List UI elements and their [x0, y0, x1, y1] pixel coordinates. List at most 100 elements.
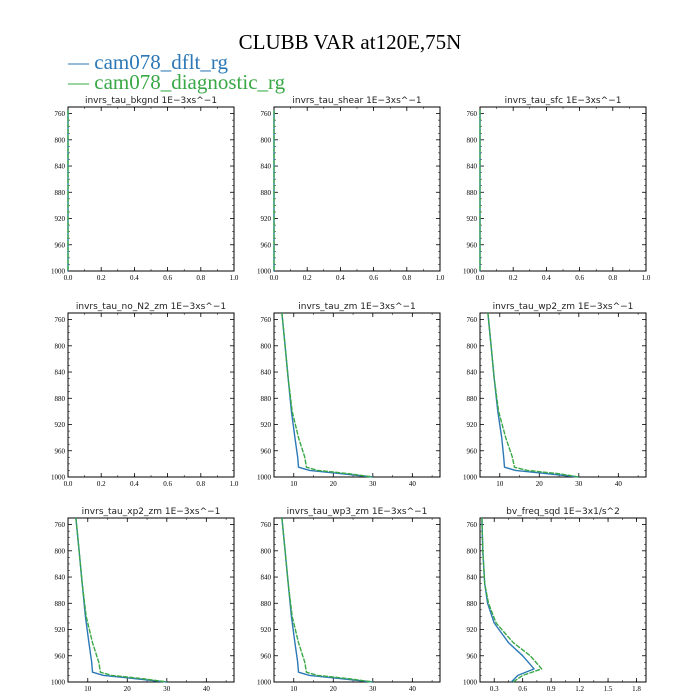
x-tick-label: 1.0 — [436, 274, 445, 282]
figure-title: CLUBB VAR at120E,75N — [238, 30, 462, 54]
x-tick-label: 0.6 — [163, 480, 172, 488]
panel-title: invrs_tau_no_N2_zm 1E−3xs^−1 — [76, 302, 226, 312]
y-tick-label: 880 — [261, 189, 272, 197]
panel-4: invrs_tau_no_N2_zm 1E−3xs^−1 760 800 840 880… — [51, 302, 239, 488]
series-line-diagnostic — [481, 517, 543, 683]
x-tick-label: 30 — [369, 685, 377, 693]
y-tick-label: 880 — [467, 600, 478, 608]
legend-label-dflt: cam078_dflt_rg — [94, 50, 229, 74]
x-tick-label: 0.2 — [97, 274, 106, 282]
series-line-diagnostic — [281, 517, 373, 683]
x-tick-label: 0.0 — [64, 480, 73, 488]
y-tick-label: 1000 — [463, 679, 478, 687]
y-tick-label: 800 — [261, 342, 272, 350]
y-tick-label: 920 — [261, 626, 272, 634]
panel-title: invrs_tau_wp2_zm 1E−3xs^−1 — [493, 302, 634, 312]
panel-title: invrs_tau_wp3_zm 1E−3xs^−1 — [287, 507, 428, 517]
panel-3: invrs_tau_sfc 1E−3xs^−1 760 800 840 880 920 96… — [463, 96, 651, 282]
x-tick-label: 1.0 — [230, 480, 239, 488]
x-tick-label: 0.9 — [547, 685, 556, 693]
x-tick-label: 30 — [369, 480, 377, 488]
y-tick-label: 920 — [467, 421, 478, 429]
series-line-diagnostic — [487, 312, 579, 478]
x-tick-label: 0.2 — [303, 274, 312, 282]
legend-entry-diagnostic: — cam078_diagnostic_rg — [68, 70, 286, 94]
y-tick-label: 880 — [467, 189, 478, 197]
y-tick-label: 920 — [261, 421, 272, 429]
y-tick-label: 760 — [261, 521, 272, 529]
panel-2: invrs_tau_shear 1E−3xs^−1 760 800 840 880 920… — [257, 96, 445, 282]
panel-frame — [67, 106, 235, 272]
x-tick-label: 30 — [575, 480, 583, 488]
y-tick-label: 960 — [55, 447, 66, 455]
y-tick-label: 760 — [55, 521, 66, 529]
y-tick-label: 800 — [55, 547, 66, 555]
x-tick-label: 20 — [330, 480, 338, 488]
y-tick-label: 840 — [467, 574, 478, 582]
y-tick-label: 800 — [467, 136, 478, 144]
y-tick-label: 960 — [261, 447, 272, 455]
series-line-dflt — [487, 312, 579, 478]
x-tick-label: 40 — [203, 685, 211, 693]
x-tick-label: 0.0 — [64, 274, 73, 282]
x-tick-label: 0.0 — [270, 274, 279, 282]
panel-title: invrs_tau_xp2_zm 1E−3xs^−1 — [82, 507, 221, 517]
y-tick-label: 800 — [467, 547, 478, 555]
panel-6: invrs_tau_wp2_zm 1E−3xs^−1 760 800 840 880 92… — [463, 302, 647, 488]
panel-frame — [479, 106, 647, 272]
series-line-dflt — [481, 517, 535, 683]
panel-frame — [273, 312, 441, 478]
x-tick-label: 0.4 — [130, 480, 139, 488]
x-tick-label: 0.4 — [336, 274, 345, 282]
x-tick-label: 10 — [496, 480, 504, 488]
x-tick-label: 0.6 — [163, 274, 172, 282]
panel-title: invrs_tau_shear 1E−3xs^−1 — [292, 96, 421, 106]
y-tick-label: 1000 — [463, 474, 478, 482]
y-tick-label: 840 — [467, 369, 478, 377]
y-tick-label: 800 — [467, 342, 478, 350]
y-tick-label: 840 — [55, 369, 66, 377]
y-tick-label: 920 — [261, 215, 272, 223]
y-tick-label: 920 — [55, 626, 66, 634]
y-tick-label: 880 — [55, 600, 66, 608]
y-tick-label: 800 — [261, 136, 272, 144]
x-tick-label: 0.2 — [509, 274, 518, 282]
y-tick-label: 760 — [55, 110, 66, 118]
y-tick-label: 760 — [467, 316, 478, 324]
y-tick-label: 960 — [261, 241, 272, 249]
x-tick-label: 0.6 — [369, 274, 378, 282]
panel-title: invrs_tau_bkgnd 1E−3xs^−1 — [85, 96, 217, 106]
y-tick-label: 840 — [55, 163, 66, 171]
x-tick-label: 10 — [84, 685, 92, 693]
x-tick-label: 1.8 — [632, 685, 641, 693]
x-tick-label: 0.8 — [196, 480, 205, 488]
series-line-dflt — [281, 312, 373, 478]
panel-frame — [479, 312, 647, 478]
y-tick-label: 760 — [261, 316, 272, 324]
panel-frame — [479, 517, 647, 683]
panel-frame — [67, 517, 235, 683]
x-tick-label: 20 — [330, 685, 338, 693]
panel-9: bv_freq_sqd 1E−3x1/s^2 760 800 840 880 920 960… — [463, 507, 647, 693]
y-tick-label: 760 — [55, 316, 66, 324]
x-tick-label: 20 — [124, 685, 132, 693]
y-tick-label: 880 — [55, 189, 66, 197]
y-tick-label: 840 — [261, 163, 272, 171]
x-tick-label: 0.8 — [196, 274, 205, 282]
x-tick-label: 40 — [409, 685, 417, 693]
y-tick-label: 880 — [261, 395, 272, 403]
panel-5: invrs_tau_zm 1E−3xs^−1 760 800 840 880 920 960… — [257, 302, 441, 488]
panel-title: invrs_tau_sfc 1E−3xs^−1 — [505, 96, 622, 106]
y-tick-label: 880 — [261, 600, 272, 608]
y-tick-label: 880 — [467, 395, 478, 403]
y-tick-label: 960 — [55, 652, 66, 660]
legend-label-diagnostic: cam078_diagnostic_rg — [94, 70, 286, 94]
y-tick-label: 920 — [55, 215, 66, 223]
y-tick-label: 1000 — [257, 679, 272, 687]
y-tick-label: 800 — [55, 136, 66, 144]
y-tick-label: 1000 — [51, 474, 66, 482]
y-tick-label: 960 — [55, 241, 66, 249]
series-line-dflt — [75, 517, 167, 683]
x-tick-label: 0.8 — [608, 274, 617, 282]
